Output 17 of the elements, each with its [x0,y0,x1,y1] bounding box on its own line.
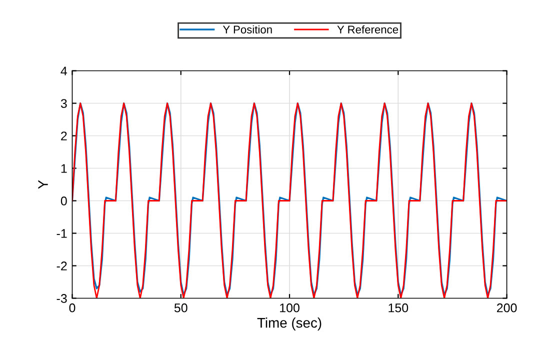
y-tick-label: -1 [56,229,67,238]
y-tick-label: 2 [61,132,67,140]
x-tick-label: 150 [388,303,408,312]
y-tick-label: -2 [56,262,67,270]
x-axis-title: Time (sec) [257,318,322,330]
y-axis-title: Y [38,180,48,189]
y-tick-label: 0 [60,196,67,206]
y-tick-label: 1 [61,164,67,173]
x-tick-label: 200 [497,303,517,312]
x-tick-label: 0 [69,303,76,312]
legend-label: Y Position [222,25,272,34]
y-tick-label: 4 [60,66,68,76]
legend-label: Y Reference [337,25,398,34]
y-tick-label: 3 [60,99,67,108]
y-tick-label: -3 [56,294,67,303]
x-tick-label: 100 [280,303,300,312]
x-tick-label: 50 [174,303,188,312]
